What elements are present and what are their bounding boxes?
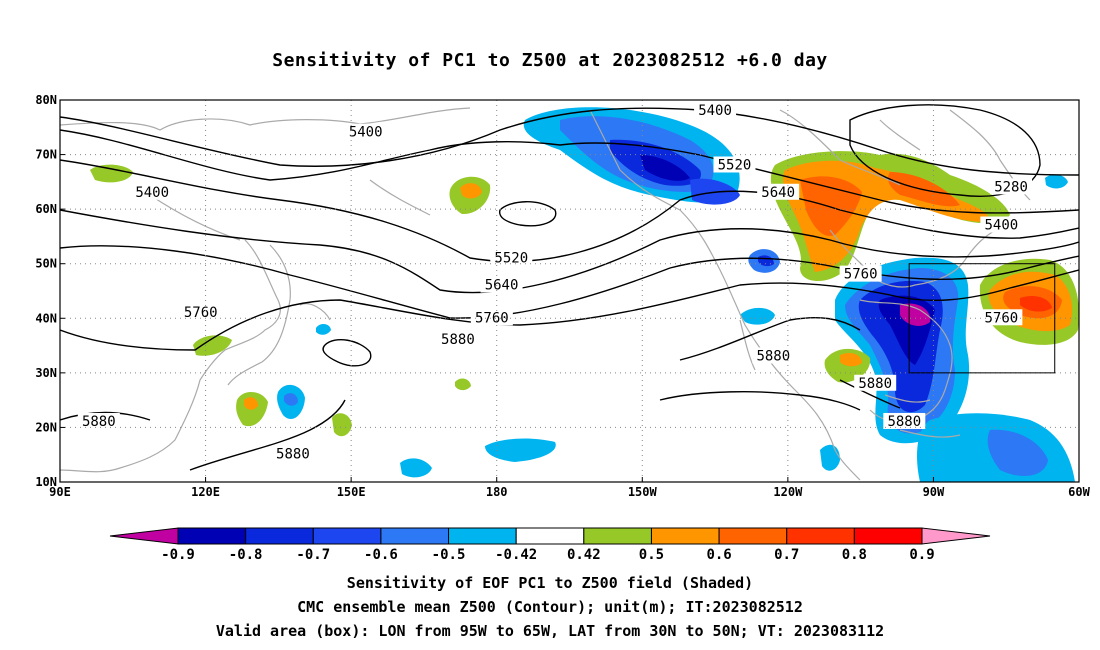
lon-tick-label: 120E xyxy=(191,485,220,499)
lat-tick-label: 80N xyxy=(35,93,57,107)
map-axes: 90E 120E 150E 180 150W 120W 90W 60W 80N 70N 60N 50N… xyxy=(35,93,1090,499)
contour-label-bg xyxy=(713,156,756,173)
contour-label-bg xyxy=(470,309,513,326)
contour-label: 5760 xyxy=(184,305,218,321)
contour-label: 5520 xyxy=(494,250,528,266)
map-title: Sensitivity of PC1 to Z500 at 2023082512… xyxy=(272,50,828,71)
colorbar-label: -0.42 xyxy=(495,547,537,563)
contour-label: 5280 xyxy=(994,179,1028,195)
lon-tick-label: 150W xyxy=(628,485,658,499)
contour-label-bg xyxy=(436,331,479,348)
footer-line-1: Sensitivity of EOF PC1 to Z500 field (Sh… xyxy=(346,574,754,592)
lat-tick-label: 20N xyxy=(35,420,57,434)
map-frame xyxy=(59,99,1080,483)
lon-tick-label: 90E xyxy=(49,485,71,499)
contour-label: 5400 xyxy=(698,103,732,119)
footer-line-2: CMC ensemble mean Z500 (Contour); unit(m… xyxy=(297,598,803,616)
colorbar-label: 0.8 xyxy=(842,547,867,563)
colorbar-label: 0.9 xyxy=(909,547,934,563)
contour-label-bg xyxy=(854,374,897,391)
colorbar-tip-low xyxy=(109,527,179,545)
contour-label: 5760 xyxy=(475,310,509,326)
contour-label-bg xyxy=(271,445,314,462)
footer-line-3: Valid area (box): LON from 95W to 65W, L… xyxy=(215,622,885,640)
lon-tick-label: 180 xyxy=(486,485,508,499)
colorbar-segment xyxy=(515,527,585,545)
colorbar-segment xyxy=(245,527,314,545)
lat-tick-label: 30N xyxy=(35,366,57,380)
lat-tick-label: 40N xyxy=(35,311,57,325)
colorbar: -0.9 -0.8 -0.7 -0.6 -0.5 -0.42 0.42 0.5 0.6 0.7 0.… xyxy=(109,527,991,563)
contour-label: 5880 xyxy=(858,376,892,392)
contour-label: 5640 xyxy=(761,185,795,201)
contour-label: 5760 xyxy=(985,310,1019,326)
colorbar-segment xyxy=(583,527,652,545)
contour-label: 5880 xyxy=(887,414,921,430)
contour-label: 5760 xyxy=(844,267,878,283)
contour-label-bg xyxy=(77,412,120,429)
contour-label-bg xyxy=(344,123,387,140)
colorbar-label: -0.6 xyxy=(364,547,398,563)
contour-label-bg xyxy=(980,216,1023,233)
contour-label: 5400 xyxy=(135,185,169,201)
contour-label: 5880 xyxy=(82,414,116,430)
contour-label-bg xyxy=(131,183,174,200)
colorbar-label: 0.42 xyxy=(567,547,601,563)
colorbar-segment xyxy=(448,527,517,545)
contour-label: 5880 xyxy=(276,447,310,463)
colorbar-label: -0.9 xyxy=(161,547,195,563)
contour-label: 5400 xyxy=(349,125,383,141)
contour-label: 5520 xyxy=(718,157,752,173)
colorbar-segment xyxy=(650,527,720,545)
colorbar-label: 0.5 xyxy=(639,547,664,563)
colorbar-segment xyxy=(312,527,382,545)
contour-label-bg xyxy=(757,183,800,200)
contour-label: 5640 xyxy=(485,278,519,294)
colorbar-segment xyxy=(380,527,450,545)
contour-label-bg xyxy=(990,178,1033,195)
contour-label-bg xyxy=(839,265,882,282)
lat-tick-label: 70N xyxy=(35,148,57,162)
colorbar-label: 0.6 xyxy=(706,547,731,563)
contour-label: 5880 xyxy=(756,348,790,364)
lon-tick-label: 60W xyxy=(1068,485,1090,499)
colorbar-tip-high xyxy=(921,527,991,545)
lon-tick-label: 120W xyxy=(773,485,803,499)
lon-tick-label: 90W xyxy=(923,485,945,499)
contour-label-bg xyxy=(980,309,1023,326)
lat-tick-label: 10N xyxy=(35,475,57,489)
contour-label-bg xyxy=(480,276,523,293)
colorbar-label: -0.7 xyxy=(296,547,330,563)
colorbar-segment xyxy=(786,527,855,545)
lat-tick-label: 50N xyxy=(35,257,57,271)
contour-labels: 5400 5400 5520 5520 5640 5640 5760 5760 5760 5760… xyxy=(77,101,1033,463)
contour-label-bg xyxy=(752,347,795,364)
z500-contours xyxy=(60,104,1079,471)
colorbar-label: -0.8 xyxy=(229,547,263,563)
contour-label: 5400 xyxy=(985,218,1019,234)
colorbar-segment xyxy=(718,527,788,545)
colorbar-segment xyxy=(177,527,247,545)
valid-area-box xyxy=(908,263,1056,374)
contour-label: 5880 xyxy=(441,332,475,348)
contour-label-bg xyxy=(883,412,926,429)
colorbar-label: -0.5 xyxy=(432,547,466,563)
colorbar-label: 0.7 xyxy=(774,547,799,563)
contour-label-bg xyxy=(179,303,222,320)
lon-tick-label: 150E xyxy=(337,485,366,499)
lat-tick-label: 60N xyxy=(35,202,57,216)
contour-label-bg xyxy=(490,249,533,266)
colorbar-segment xyxy=(853,527,923,545)
contour-label-bg xyxy=(694,101,737,118)
